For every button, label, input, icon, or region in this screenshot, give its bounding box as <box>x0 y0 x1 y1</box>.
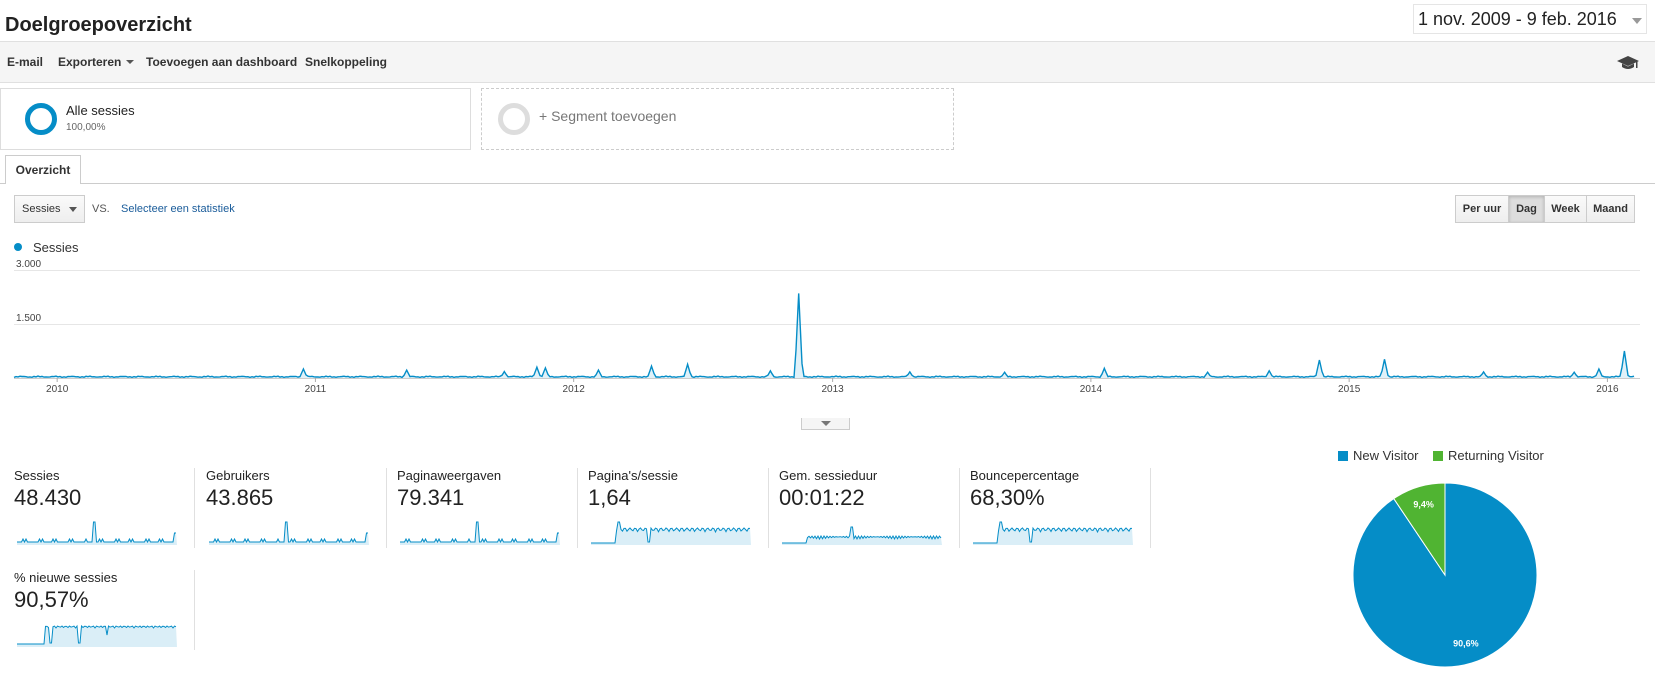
add-segment-label: + Segment toevoegen <box>539 108 677 124</box>
metric-card-pages-per-session[interactable]: Pagina's/sessie 1,64 <box>588 468 769 548</box>
metric-sparkline <box>782 526 942 545</box>
metric-label: Pagina's/sessie <box>588 468 678 483</box>
series-line <box>13 293 1635 379</box>
x-tick-label: 2010 <box>46 384 69 395</box>
export-menu[interactable]: Exporteren <box>58 55 135 69</box>
metric-card-new-sessions-percent[interactable]: % nieuwe sessies 90,57% <box>14 570 195 650</box>
y-tick-label: 1.500 <box>16 313 41 324</box>
sessions-line-chart: 3.000 1.500 2010 2011 2012 2013 2014 2015 2016 <box>13 260 1640 395</box>
x-tick-label: 2014 <box>1080 384 1103 395</box>
graduation-cap-icon[interactable] <box>1617 54 1639 72</box>
chevron-down-icon <box>69 207 77 212</box>
pie-legend-label: New Visitor <box>1353 448 1419 463</box>
x-tick-label: 2011 <box>305 384 327 395</box>
chart-collapse-toggle[interactable] <box>801 418 850 430</box>
granularity-month-button[interactable]: Maand <box>1586 195 1635 223</box>
metric-label: Bouncepercentage <box>970 468 1080 483</box>
pie-legend-label: Returning Visitor <box>1448 448 1544 463</box>
granularity-hour-button[interactable]: Per uur <box>1455 195 1509 223</box>
metric-label: Gebruikers <box>206 468 270 483</box>
metric-sparkline <box>591 521 751 545</box>
sparkline-line <box>782 526 942 544</box>
series-area <box>14 293 1635 378</box>
sparkline-line <box>209 521 368 544</box>
metric-value: 48.430 <box>14 485 82 510</box>
date-range-picker[interactable]: 1 nov. 2009 - 9 feb. 2016 <box>1413 4 1647 34</box>
granularity-week-button[interactable]: Week <box>1544 195 1587 223</box>
page-title: Doelgroepoverzicht <box>5 14 192 36</box>
report-toolbar: E-mail Exporteren Toevoegen aan dashboar… <box>0 41 1655 83</box>
series-legend-label: Sessies <box>33 240 79 255</box>
metric-card-bounce-rate[interactable]: Bouncepercentage 68,30% <box>970 468 1151 548</box>
y-tick-label: 3.000 <box>16 260 41 270</box>
metric-card-users[interactable]: Gebruikers 43.865 <box>206 468 387 548</box>
tabs-divider <box>0 183 1655 184</box>
segment-percent: 100,00% <box>66 122 106 133</box>
caret-down-icon <box>126 60 135 64</box>
sparkline-area <box>973 522 1133 545</box>
add-segment-button[interactable]: + Segment toevoegen <box>481 88 954 150</box>
metric-sparkline <box>17 624 177 647</box>
metric-card-avg-session-duration[interactable]: Gem. sessieduur 00:01:22 <box>779 468 960 548</box>
sparkline-line <box>973 521 1132 544</box>
metric-label: Sessies <box>14 468 60 483</box>
metric-value: 79.341 <box>397 485 465 510</box>
sparkline-line <box>17 521 176 544</box>
metric-select[interactable]: Sessies <box>14 195 85 223</box>
x-tick-label: 2012 <box>563 384 586 395</box>
metric-value: 90,57% <box>14 587 89 612</box>
metric-value: 43.865 <box>206 485 274 510</box>
pie-slice-label: 9,4% <box>1413 500 1434 510</box>
metric-card-sessions[interactable]: Sessies 48.430 <box>14 468 195 548</box>
pie-slice-returning-visitor <box>1393 482 1446 577</box>
segment-all-sessions[interactable]: Alle sessies 100,00% <box>0 88 471 150</box>
caret-down-icon <box>821 421 831 426</box>
pie-legend-returning-visitor[interactable]: Returning Visitor <box>1433 448 1544 463</box>
granularity-toggle: Per uur Dag Week Maand <box>1455 195 1635 223</box>
metric-sparkline <box>17 521 177 545</box>
vs-label: VS. <box>92 203 110 215</box>
metric-value: 1,64 <box>588 485 631 510</box>
sparkline-line <box>591 521 750 544</box>
select-statistic-link[interactable]: Selecteer een statistiek <box>121 203 235 215</box>
metric-sparkline <box>400 521 560 545</box>
x-tick-label: 2016 <box>1596 384 1619 395</box>
metric-sparkline <box>209 521 369 545</box>
metric-label: Gem. sessieduur <box>779 468 878 483</box>
legend-swatch <box>1338 451 1348 461</box>
metric-card-pageviews[interactable]: Paginaweergaven 79.341 <box>397 468 578 548</box>
segment-ring-icon <box>25 103 57 135</box>
shortcut-button[interactable]: Snelkoppeling <box>305 55 388 69</box>
visitor-type-pie-chart: 90,6% 9,4% <box>1352 482 1538 668</box>
sparkline-area <box>17 626 177 647</box>
series-legend-marker <box>14 243 22 251</box>
granularity-day-button[interactable]: Dag <box>1508 195 1545 223</box>
pie-slice-label: 90,6% <box>1453 639 1479 649</box>
metric-select-label: Sessies <box>22 203 61 215</box>
empty-segment-ring-icon <box>498 103 530 135</box>
metric-value: 00:01:22 <box>779 485 865 510</box>
metric-label: % nieuwe sessies <box>14 570 118 585</box>
sparkline-area <box>782 527 942 545</box>
pie-legend-new-visitor[interactable]: New Visitor <box>1338 448 1419 463</box>
metric-sparkline <box>973 521 1133 545</box>
metric-value: 68,30% <box>970 485 1045 510</box>
metric-label: Paginaweergaven <box>397 468 502 483</box>
legend-swatch <box>1433 451 1443 461</box>
date-range-label: 1 nov. 2009 - 9 feb. 2016 <box>1418 9 1617 29</box>
add-to-dashboard-button[interactable]: Toevoegen aan dashboard <box>146 55 298 69</box>
segment-name: Alle sessies <box>66 103 135 118</box>
email-button[interactable]: E-mail <box>7 55 44 69</box>
export-label: Exporteren <box>58 55 122 69</box>
chevron-down-icon <box>1632 18 1642 24</box>
sparkline-line <box>400 521 559 544</box>
sparkline-area <box>591 522 751 545</box>
tab-overview[interactable]: Overzicht <box>5 155 81 184</box>
x-tick-label: 2015 <box>1338 384 1361 395</box>
x-tick-label: 2013 <box>822 384 845 395</box>
sparkline-line <box>17 624 177 645</box>
